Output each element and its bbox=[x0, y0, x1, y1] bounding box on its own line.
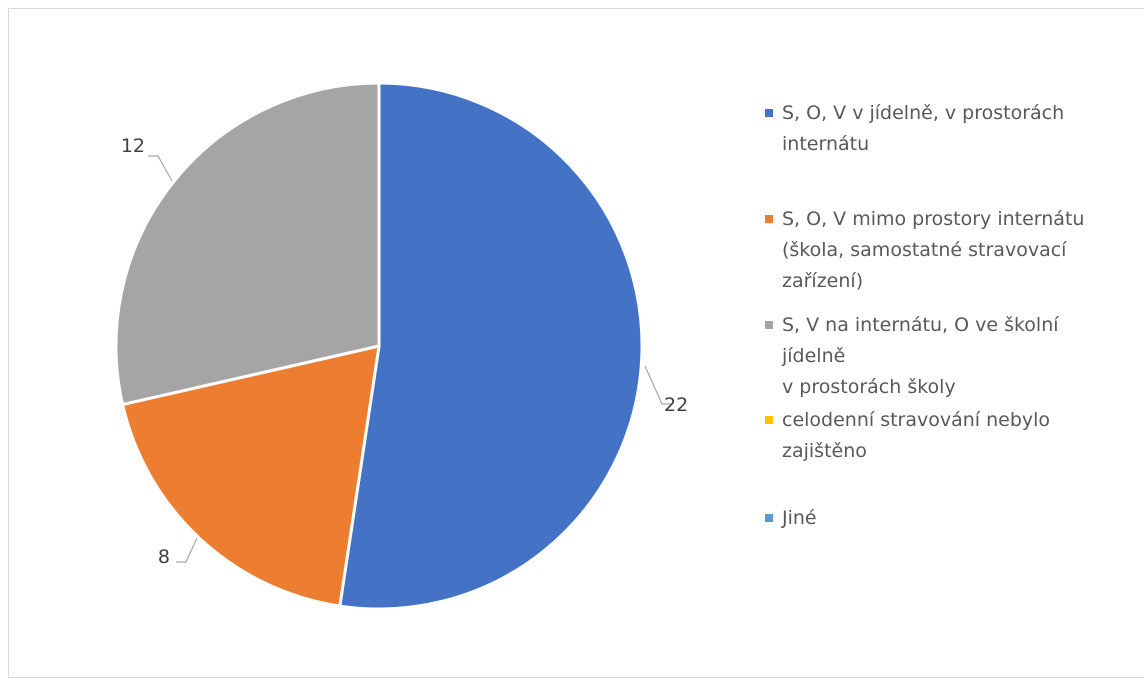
legend-swatch bbox=[765, 321, 773, 329]
leader-line-3 bbox=[148, 155, 173, 182]
legend-label-line: S, V na internátu, O ve školní jídelně bbox=[782, 314, 1059, 367]
legend-swatch bbox=[765, 109, 773, 117]
legend-label-line: (škola, samostatné stravovací bbox=[782, 239, 1067, 261]
leader-lines bbox=[148, 155, 672, 563]
legend-label: S, O, V mimo prostory internátu (škola, s… bbox=[782, 204, 1122, 297]
pie-slice-2 bbox=[121, 344, 381, 608]
legend-label: celodenní stravování nebylo zajištěno bbox=[782, 405, 1122, 467]
legend-label-line: v prostorách školy bbox=[782, 376, 956, 398]
legend-label-line: celodenní stravování nebylo bbox=[782, 409, 1051, 431]
legend-swatch bbox=[765, 416, 773, 424]
legend-item-1: S, O, V v jídelně, v prostorách internátu bbox=[765, 98, 1122, 160]
legend-label: Jiné bbox=[782, 503, 1122, 534]
legend-label-line: zajištěno bbox=[782, 440, 867, 462]
legend-item-4: celodenní stravování nebylo zajištěno bbox=[765, 405, 1122, 467]
legend-label-line: S, O, V mimo prostory internátu bbox=[782, 208, 1085, 230]
leader-line-2 bbox=[176, 537, 198, 563]
pie-slice-1 bbox=[338, 81, 644, 611]
legend-label-line: Jiné bbox=[782, 507, 817, 529]
legend-label-line: zařízení) bbox=[782, 270, 864, 292]
legend-label: S, V na internátu, O ve školní jídelně v … bbox=[782, 310, 1122, 403]
pie-slices bbox=[114, 81, 644, 611]
data-label-3: 12 bbox=[121, 135, 145, 157]
legend-label-line: S, O, V v jídelně, v prostorách bbox=[782, 102, 1065, 124]
legend-item-3: S, V na internátu, O ve školní jídelně v … bbox=[765, 310, 1122, 403]
pie-slice-3 bbox=[114, 81, 381, 407]
legend-item-2: S, O, V mimo prostory internátu (škola, s… bbox=[765, 204, 1122, 297]
data-label-1: 22 bbox=[664, 394, 688, 416]
data-label-2: 8 bbox=[158, 546, 170, 568]
legend-swatch bbox=[765, 514, 773, 522]
legend-label-line: internátu bbox=[782, 133, 870, 155]
legend-swatch bbox=[765, 215, 773, 223]
legend-item-5: Jiné bbox=[765, 503, 1122, 534]
data-labels: 22 8 12 bbox=[121, 135, 688, 568]
leader-line-1 bbox=[644, 365, 672, 405]
legend-label: S, O, V v jídelně, v prostorách internátu bbox=[782, 98, 1122, 160]
